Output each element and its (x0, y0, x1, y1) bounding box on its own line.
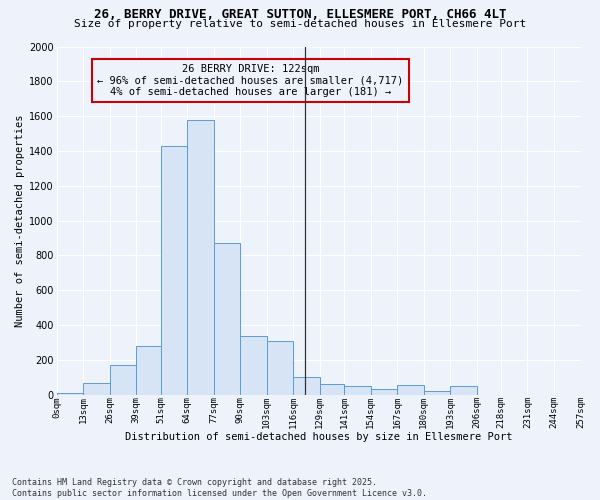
Bar (110, 365, 136, 394)
Bar (266, 340, 293, 394)
Bar (293, 378, 320, 394)
Bar (344, 386, 371, 394)
Bar (214, 243, 240, 394)
Bar (161, 146, 187, 394)
Bar (187, 120, 214, 394)
Text: 26 BERRY DRIVE: 122sqm
← 96% of semi-detached houses are smaller (4,717)
4% of s: 26 BERRY DRIVE: 122sqm ← 96% of semi-det… (97, 64, 404, 97)
X-axis label: Distribution of semi-detached houses by size in Ellesmere Port: Distribution of semi-detached houses by … (125, 432, 512, 442)
Bar (56, 393, 83, 394)
Bar (240, 336, 266, 394)
Bar (424, 391, 450, 394)
Bar (397, 385, 424, 394)
Bar (450, 386, 476, 394)
Bar (136, 346, 161, 395)
Bar (83, 382, 110, 394)
Bar (320, 384, 344, 394)
Bar (371, 388, 397, 394)
Text: Contains HM Land Registry data © Crown copyright and database right 2025.
Contai: Contains HM Land Registry data © Crown c… (12, 478, 427, 498)
Text: 26, BERRY DRIVE, GREAT SUTTON, ELLESMERE PORT, CH66 4LT: 26, BERRY DRIVE, GREAT SUTTON, ELLESMERE… (94, 8, 506, 20)
Text: Size of property relative to semi-detached houses in Ellesmere Port: Size of property relative to semi-detach… (74, 19, 526, 29)
Y-axis label: Number of semi-detached properties: Number of semi-detached properties (15, 114, 25, 327)
